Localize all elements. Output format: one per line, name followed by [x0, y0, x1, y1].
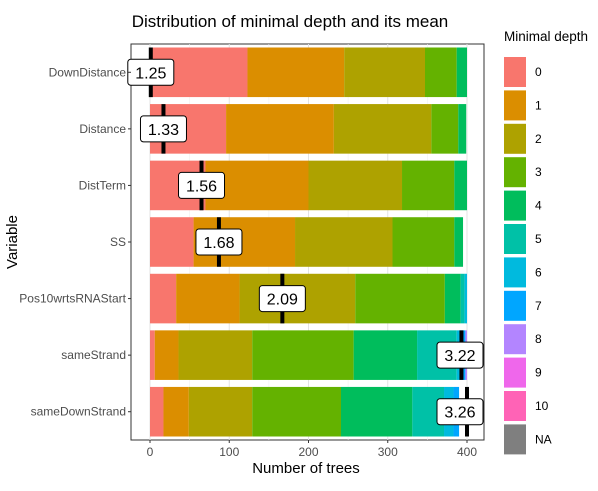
- legend-label: 5: [535, 232, 542, 246]
- bar-segment: [402, 160, 455, 211]
- legend-label: 4: [535, 199, 542, 213]
- legend-key: [504, 224, 526, 254]
- bar-segment: [154, 330, 179, 380]
- legend-key: [504, 90, 526, 121]
- mean-label-box: [139, 115, 187, 143]
- y-tick-label: DistTerm: [79, 178, 126, 192]
- x-tick-label: 400: [457, 445, 477, 459]
- mean-label: 1.33: [148, 122, 179, 139]
- legend-label: 7: [535, 299, 542, 313]
- y-tick-label: Pos10wrtsRNAStart: [19, 292, 126, 306]
- y-tick-label: SS: [110, 235, 126, 249]
- mean-label: 3.22: [444, 348, 475, 365]
- bar-segment: [458, 104, 467, 154]
- x-tick-label: 100: [219, 445, 239, 459]
- mean-label-box: [127, 58, 175, 86]
- legend-key: [504, 157, 526, 188]
- bar-segment: [454, 160, 467, 211]
- legend-key: [504, 257, 526, 288]
- legend-label: 9: [535, 366, 542, 380]
- x-tick-label: 0: [147, 445, 154, 459]
- bar-segment: [150, 273, 177, 324]
- legend-key: [504, 357, 526, 388]
- bar-segment: [178, 330, 253, 380]
- mean-label-box: [195, 228, 243, 256]
- chart-title: Distribution of minimal depth and its me…: [132, 12, 449, 31]
- legend-label: 1: [535, 98, 542, 112]
- y-tick-label: sameDownStrand: [31, 405, 126, 419]
- bar-segment: [150, 330, 155, 380]
- bar-segment: [150, 217, 194, 267]
- y-tick-label: Distance: [79, 122, 126, 136]
- mean-label: 1.68: [203, 235, 234, 252]
- bar-segment: [355, 273, 445, 324]
- bar-segment: [344, 47, 425, 98]
- bar-segment: [392, 217, 455, 267]
- y-tick-label: DownDistance: [49, 65, 127, 79]
- x-tick-labels: 0 100 200 300 400: [147, 440, 477, 459]
- legend-label: 3: [535, 165, 542, 179]
- bar-segment: [444, 273, 461, 324]
- x-tick-label: 300: [378, 445, 398, 459]
- mean-label: 1.25: [135, 65, 166, 82]
- mean-label-box: [436, 398, 484, 426]
- bar-segment: [333, 104, 432, 154]
- legend-label: 10: [535, 399, 549, 413]
- bar-segment: [252, 386, 341, 437]
- bar-segment: [308, 160, 403, 211]
- legend-key: [504, 391, 526, 421]
- bar-segment: [226, 104, 334, 154]
- bar-segment: [252, 330, 354, 380]
- legend-key: [504, 424, 526, 455]
- bar-segment: [464, 273, 467, 324]
- legend-label: 2: [535, 132, 542, 146]
- mean-label: 3.26: [444, 405, 475, 422]
- legend-key: [504, 324, 526, 355]
- mean-label: 1.56: [186, 178, 217, 195]
- legend-title: Minimal depth: [504, 29, 588, 44]
- bar-segment: [460, 273, 465, 324]
- bar-segment: [456, 47, 467, 98]
- bars-layer: 1.25 1.33 1.56 1.68 2.09 3.22 3.26: [127, 47, 484, 437]
- mean-label-box: [258, 285, 306, 313]
- legend-key: [504, 190, 526, 221]
- bar-segment: [188, 386, 253, 437]
- bar-segment: [150, 386, 164, 437]
- legend-key: [504, 123, 526, 154]
- bar-segment: [353, 330, 418, 380]
- legend-key: [504, 57, 526, 87]
- bar-segment: [176, 273, 240, 324]
- legend-label: 8: [535, 332, 542, 346]
- bar-segment: [424, 47, 457, 98]
- bar-segment: [163, 386, 189, 437]
- mean-label-box: [436, 341, 484, 369]
- mean-label-box: [178, 171, 226, 199]
- x-axis-title: Number of trees: [252, 460, 360, 477]
- legend-label: NA: [535, 432, 552, 446]
- bar-segment: [247, 47, 345, 98]
- bar-segment: [454, 217, 464, 267]
- y-tick-label: sameStrand: [61, 348, 126, 362]
- legend-key: [504, 290, 526, 321]
- legend-label: 6: [535, 265, 542, 279]
- y-axis-title: Variable: [4, 215, 21, 269]
- x-tick-label: 200: [298, 445, 318, 459]
- mean-label: 2.09: [267, 292, 298, 309]
- bar-segment: [431, 104, 459, 154]
- legend-label: 0: [535, 65, 542, 79]
- bar-segment: [295, 217, 393, 267]
- bar-segment: [340, 386, 413, 437]
- legend: Minimal depth 0 1 2 3 4 5 6 7 8 9 10 NA: [504, 29, 588, 455]
- y-tick-labels: DownDistance Distance DistTerm SS Pos10wrtsR…: [19, 65, 131, 419]
